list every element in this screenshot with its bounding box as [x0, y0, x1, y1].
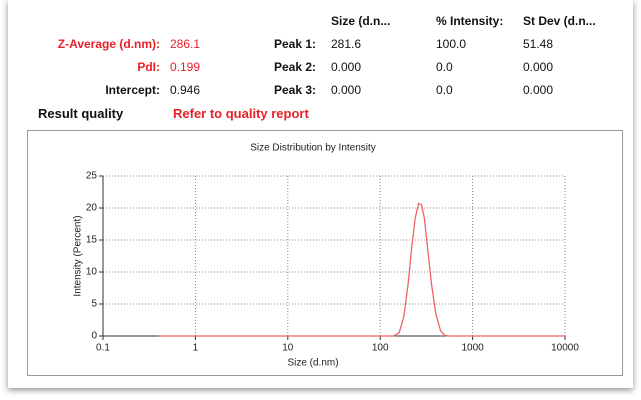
y-tick-label: 25 — [86, 171, 98, 182]
report-panel: Size (d.n... % Intensity: St Dev (d.n...… — [8, 0, 633, 388]
peak-intensity: 0.0 — [436, 60, 453, 74]
header-stdev: St Dev (d.n... — [523, 14, 596, 28]
row-value: 286.1 — [170, 37, 201, 51]
chart-frame — [27, 130, 623, 376]
data-line — [158, 202, 565, 337]
header-intensity: % Intensity: — [436, 14, 504, 28]
quality-value: Refer to quality report — [173, 106, 309, 121]
row-label: Z-Average (d.nm): — [57, 37, 160, 51]
peak-stdev: 0.000 — [523, 83, 554, 97]
header-size: Size (d.n... — [331, 14, 391, 28]
peak-size: 281.6 — [331, 37, 362, 51]
row-value: 0.946 — [170, 83, 201, 97]
peak-intensity: 0.0 — [436, 83, 453, 97]
x-tick-label: 100 — [372, 343, 389, 354]
quality-label: Result quality — [38, 106, 124, 121]
chart: Size Distribution by Intensity Size (d.n… — [73, 143, 580, 369]
y-tick-label: 0 — [91, 331, 97, 342]
y-tick-label: 5 — [91, 299, 97, 310]
chart-title: Size Distribution by Intensity — [250, 143, 376, 154]
y-axis-label: Intensity (Percent) — [73, 215, 84, 296]
row-value: 0.199 — [170, 60, 201, 74]
x-tick-label: 10 — [282, 343, 294, 354]
peak-label: Peak 1: — [273, 37, 316, 51]
x-tick-label: 0.1 — [96, 343, 110, 354]
peak-stdev: 51.48 — [523, 37, 554, 51]
row-label: Intercept: — [105, 83, 160, 97]
row-label: PdI: — [137, 60, 160, 74]
x-tick-label: 1000 — [461, 343, 484, 354]
peak-size: 0.000 — [331, 83, 362, 97]
peak-label: Peak 3: — [273, 83, 316, 97]
y-tick-label: 10 — [86, 267, 98, 278]
y-tick-label: 20 — [86, 203, 98, 214]
peak-label: Peak 2: — [273, 60, 316, 74]
x-axis-label: Size (d.nm) — [287, 358, 338, 369]
peak-size: 0.000 — [331, 60, 362, 74]
x-tick-label: 1 — [193, 343, 199, 354]
peak-intensity: 100.0 — [436, 37, 467, 51]
peak-stdev: 0.000 — [523, 60, 554, 74]
y-tick-label: 15 — [86, 235, 98, 246]
x-tick-label: 10000 — [551, 343, 579, 354]
